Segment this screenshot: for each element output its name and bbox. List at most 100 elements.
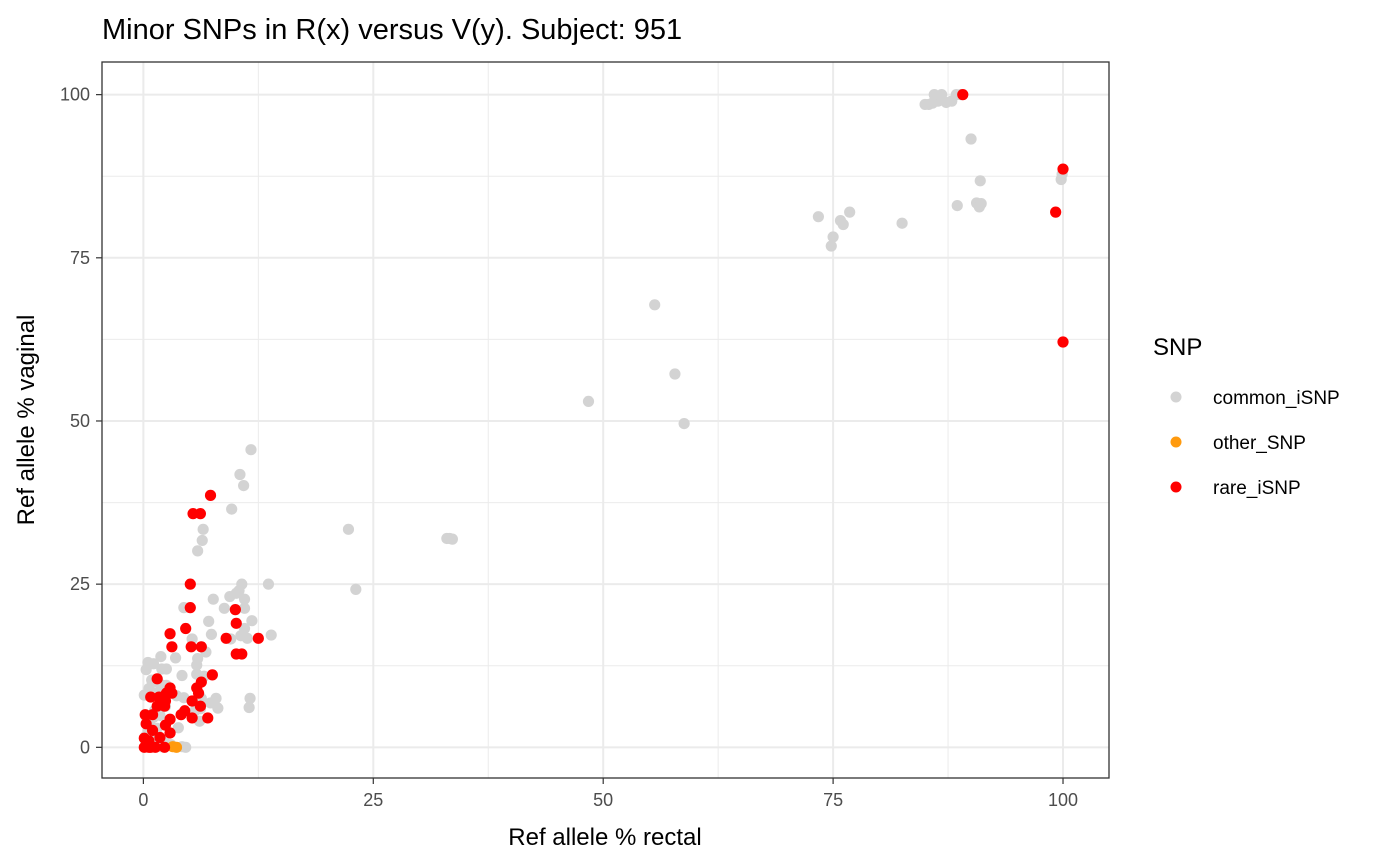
point-rare-isnp	[1057, 336, 1069, 348]
point-common-isnp	[176, 669, 188, 682]
point-common-isnp	[156, 663, 168, 675]
legend-key-common-isnp	[1170, 391, 1182, 403]
x-tick-label: 0	[138, 790, 148, 810]
point-common-isnp	[241, 632, 253, 644]
point-common-isnp	[350, 583, 362, 595]
point-common-isnp	[197, 523, 209, 535]
point-rare-isnp	[145, 691, 157, 703]
plot-border	[101, 61, 1110, 779]
point-common-isnp	[837, 218, 849, 231]
y-tick-label: 75	[70, 248, 90, 268]
legend-item-common-isnp: common_iSNP	[1170, 388, 1340, 409]
point-rare-isnp	[146, 709, 159, 721]
y-axis: 0 25 50 75 100	[60, 85, 102, 757]
point-common-isnp	[446, 533, 458, 545]
data-points	[138, 89, 1069, 753]
point-common-isnp	[965, 133, 977, 145]
x-axis-title: Ref allele % rectal	[508, 824, 701, 851]
point-rare-isnp	[164, 628, 176, 640]
point-rare-isnp	[146, 724, 159, 736]
point-common-isnp	[812, 211, 824, 223]
chart-title: Minor SNPs in R(x) versus V(y). Subject:…	[102, 14, 682, 46]
point-common-isnp	[243, 701, 255, 714]
grid-major	[102, 62, 1109, 778]
point-rare-isnp	[194, 700, 207, 712]
point-common-isnp	[140, 664, 152, 676]
point-rare-isnp	[229, 604, 241, 616]
y-tick-label: 25	[70, 574, 90, 594]
point-common-isnp	[827, 231, 839, 243]
x-tick-label: 25	[363, 790, 383, 810]
y-tick-label: 100	[60, 85, 90, 105]
point-rare-isnp	[195, 641, 207, 653]
point-common-isnp	[951, 199, 963, 212]
legend-item-rare-isnp: rare_iSNP	[1170, 478, 1301, 499]
point-common-isnp	[191, 659, 203, 671]
legend-key-rare-isnp	[1170, 481, 1182, 493]
point-common-isnp	[342, 523, 355, 535]
point-rare-isnp	[206, 669, 218, 681]
point-rare-isnp	[204, 489, 217, 501]
x-tick-label: 50	[593, 790, 613, 810]
point-common-isnp	[926, 97, 939, 109]
point-rare-isnp	[184, 602, 196, 614]
point-common-isnp	[196, 534, 208, 547]
point-common-isnp	[203, 615, 215, 627]
legend-key-other-snp	[1170, 436, 1182, 448]
point-common-isnp	[218, 602, 230, 614]
point-rare-isnp	[252, 632, 264, 644]
point-common-isnp	[975, 198, 987, 210]
point-common-isnp	[245, 444, 257, 456]
point-common-isnp	[844, 206, 856, 218]
point-common-isnp	[244, 692, 256, 704]
legend-label-rare-isnp: rare_iSNP	[1213, 478, 1301, 499]
legend-label-common-isnp: common_iSNP	[1213, 388, 1340, 409]
point-rare-isnp	[149, 741, 161, 753]
legend: SNP common_iSNP other_SNP rare_iSNP	[1153, 334, 1340, 499]
point-rare-isnp	[194, 508, 207, 520]
point-common-isnp	[180, 741, 192, 753]
point-rare-isnp	[185, 641, 197, 653]
y-tick-label: 50	[70, 411, 90, 431]
point-common-isnp	[582, 395, 595, 407]
point-rare-isnp	[1057, 163, 1069, 175]
legend-title: SNP	[1153, 334, 1202, 361]
point-common-isnp	[234, 468, 246, 481]
y-axis-title: Ref allele % vaginal	[13, 315, 40, 526]
legend-label-other-snp: other_SNP	[1213, 433, 1306, 454]
point-rare-isnp	[202, 712, 214, 724]
x-tick-label: 75	[823, 790, 843, 810]
point-rare-isnp	[164, 727, 176, 739]
point-rare-isnp	[184, 578, 196, 590]
point-rare-isnp	[175, 709, 187, 721]
point-common-isnp	[238, 593, 251, 605]
point-common-isnp	[265, 629, 277, 641]
x-axis: 0 25 50 75 100	[138, 778, 1078, 810]
point-rare-isnp	[166, 641, 178, 653]
point-rare-isnp	[186, 695, 198, 707]
point-common-isnp	[210, 692, 222, 704]
point-rare-isnp	[151, 673, 163, 685]
point-common-isnp	[207, 593, 219, 605]
point-common-isnp	[825, 240, 837, 252]
point-rare-isnp	[230, 617, 242, 629]
point-common-isnp	[649, 299, 661, 311]
point-common-isnp	[155, 650, 167, 663]
point-other-snp	[170, 741, 183, 753]
point-common-isnp	[669, 368, 681, 380]
point-common-isnp	[205, 628, 218, 641]
point-rare-isnp	[158, 700, 171, 712]
point-common-isnp	[212, 702, 224, 714]
point-common-isnp	[238, 602, 251, 614]
point-common-isnp	[262, 578, 275, 590]
point-common-isnp	[192, 545, 204, 557]
point-common-isnp	[246, 615, 258, 627]
point-rare-isnp	[180, 622, 192, 635]
point-common-isnp	[678, 417, 690, 430]
x-tick-label: 100	[1048, 790, 1078, 810]
point-rare-isnp	[957, 89, 969, 101]
point-rare-isnp	[236, 648, 248, 660]
point-rare-isnp	[186, 712, 198, 724]
point-rare-isnp	[192, 687, 205, 699]
